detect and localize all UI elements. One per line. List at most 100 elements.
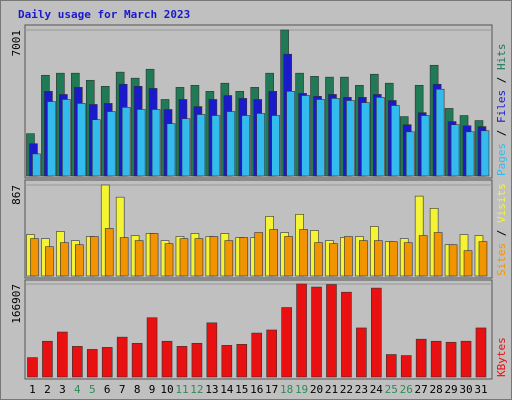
x-tick-label: 24 [370, 383, 384, 396]
bar [146, 317, 158, 378]
bar [209, 236, 219, 277]
x-tick-label: 6 [104, 383, 111, 396]
bar [45, 246, 54, 277]
bar [32, 153, 41, 177]
bar [435, 88, 445, 177]
legend-separator: / [495, 223, 508, 243]
bar [430, 340, 442, 378]
x-tick-label: 25 [385, 383, 398, 396]
bar [266, 329, 277, 378]
bar [448, 244, 458, 277]
bar [206, 322, 218, 378]
x-tick-label: 11 [175, 383, 188, 396]
legend-entry: KBytes [495, 337, 508, 377]
bar [86, 349, 98, 378]
legend-entry: Hits [495, 44, 508, 71]
bar [284, 236, 293, 277]
bar [251, 332, 263, 378]
bar [119, 237, 129, 277]
bar [359, 240, 368, 277]
x-tick-label: 23 [355, 383, 368, 396]
legend-separator: / [495, 70, 508, 90]
bar [149, 233, 159, 277]
x-tick-label: 4 [74, 383, 81, 396]
bar [62, 99, 71, 177]
bar [480, 130, 490, 177]
y-tick-label: 7001 [10, 30, 23, 57]
bar [405, 131, 415, 177]
legend: Pages / Files / Hits [495, 44, 508, 177]
x-tick-label: 20 [310, 383, 323, 396]
bar [299, 229, 308, 277]
bar [221, 345, 233, 378]
bar [478, 241, 488, 277]
bar [346, 100, 355, 177]
bar [344, 236, 353, 277]
x-tick-label: 12 [190, 383, 203, 396]
x-tick-label: 14 [220, 383, 234, 396]
x-tick-label: 18 [280, 383, 293, 396]
x-tick-label: 1 [29, 383, 36, 396]
bar [281, 307, 292, 378]
bar [211, 115, 221, 177]
x-tick-label: 19 [295, 383, 308, 396]
x-tick-label: 31 [474, 383, 487, 396]
bar [433, 232, 443, 277]
x-tick-label: 3 [59, 383, 66, 396]
bar [196, 114, 206, 177]
bar [101, 347, 113, 378]
bar [91, 119, 101, 177]
bar [47, 101, 56, 177]
x-tick-label: 27 [415, 383, 428, 396]
bar [400, 355, 412, 378]
bar [326, 284, 337, 378]
bar [241, 115, 251, 177]
legend-entry: Sites [495, 243, 508, 276]
bar [136, 109, 146, 177]
bar [134, 240, 144, 277]
bar [116, 336, 128, 378]
bar [286, 91, 295, 177]
bar [57, 331, 68, 378]
bar [254, 232, 264, 277]
bar [269, 229, 278, 277]
bar [376, 97, 385, 177]
bar [465, 131, 475, 177]
bar [316, 99, 325, 177]
bar [30, 238, 39, 277]
bar [475, 327, 487, 378]
x-tick-label: 2 [44, 383, 51, 396]
bar [42, 340, 53, 378]
bar [27, 357, 38, 378]
bar [166, 123, 176, 177]
bar [388, 241, 398, 277]
bar [179, 238, 189, 277]
bar [176, 346, 188, 378]
bar [194, 238, 204, 277]
bar [314, 242, 323, 277]
bar [77, 103, 86, 177]
bar [463, 250, 473, 277]
bar [131, 342, 143, 378]
bar [226, 111, 236, 177]
bar [445, 341, 457, 378]
bar [236, 343, 248, 378]
legend-separator: / [495, 123, 508, 143]
bar [329, 243, 338, 277]
bar [371, 287, 382, 378]
bar [75, 244, 84, 277]
legend-entry: Pages [495, 143, 508, 176]
bar [161, 340, 173, 378]
bar [385, 354, 397, 378]
bar [450, 124, 460, 177]
y-tick-label: 166907 [10, 284, 23, 324]
bar [374, 240, 383, 277]
bar [72, 346, 83, 378]
legend-entry: Files [495, 90, 508, 123]
bar [191, 342, 203, 378]
bar [341, 291, 352, 378]
bar [151, 109, 161, 177]
x-tick-label: 7 [119, 383, 126, 396]
x-tick-label: 8 [134, 383, 141, 396]
